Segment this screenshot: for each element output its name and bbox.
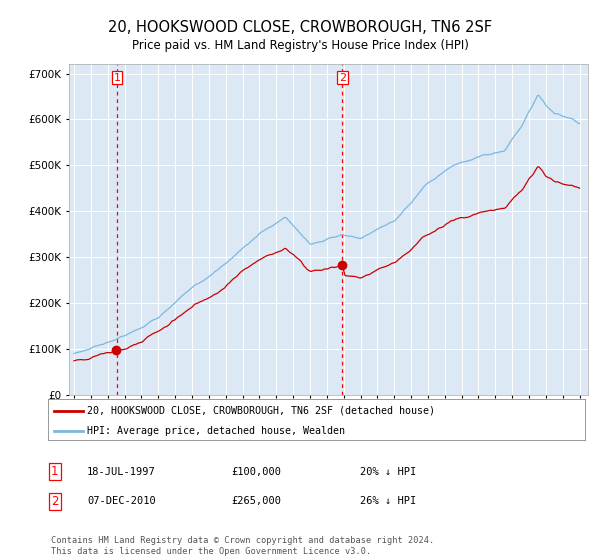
Text: 26% ↓ HPI: 26% ↓ HPI bbox=[360, 496, 416, 506]
Text: Price paid vs. HM Land Registry's House Price Index (HPI): Price paid vs. HM Land Registry's House … bbox=[131, 39, 469, 52]
Text: 2: 2 bbox=[51, 494, 59, 508]
Text: 20, HOOKSWOOD CLOSE, CROWBOROUGH, TN6 2SF (detached house): 20, HOOKSWOOD CLOSE, CROWBOROUGH, TN6 2S… bbox=[87, 405, 435, 416]
Text: 1: 1 bbox=[51, 465, 59, 478]
Text: 20, HOOKSWOOD CLOSE, CROWBOROUGH, TN6 2SF: 20, HOOKSWOOD CLOSE, CROWBOROUGH, TN6 2S… bbox=[108, 20, 492, 35]
Text: £265,000: £265,000 bbox=[231, 496, 281, 506]
Text: 18-JUL-1997: 18-JUL-1997 bbox=[87, 466, 156, 477]
Text: Contains HM Land Registry data © Crown copyright and database right 2024.
This d: Contains HM Land Registry data © Crown c… bbox=[51, 536, 434, 556]
Text: £100,000: £100,000 bbox=[231, 466, 281, 477]
Text: HPI: Average price, detached house, Wealden: HPI: Average price, detached house, Weal… bbox=[87, 426, 345, 436]
Text: 1: 1 bbox=[113, 73, 121, 83]
Text: 2: 2 bbox=[339, 73, 346, 83]
Text: 20% ↓ HPI: 20% ↓ HPI bbox=[360, 466, 416, 477]
Text: 07-DEC-2010: 07-DEC-2010 bbox=[87, 496, 156, 506]
